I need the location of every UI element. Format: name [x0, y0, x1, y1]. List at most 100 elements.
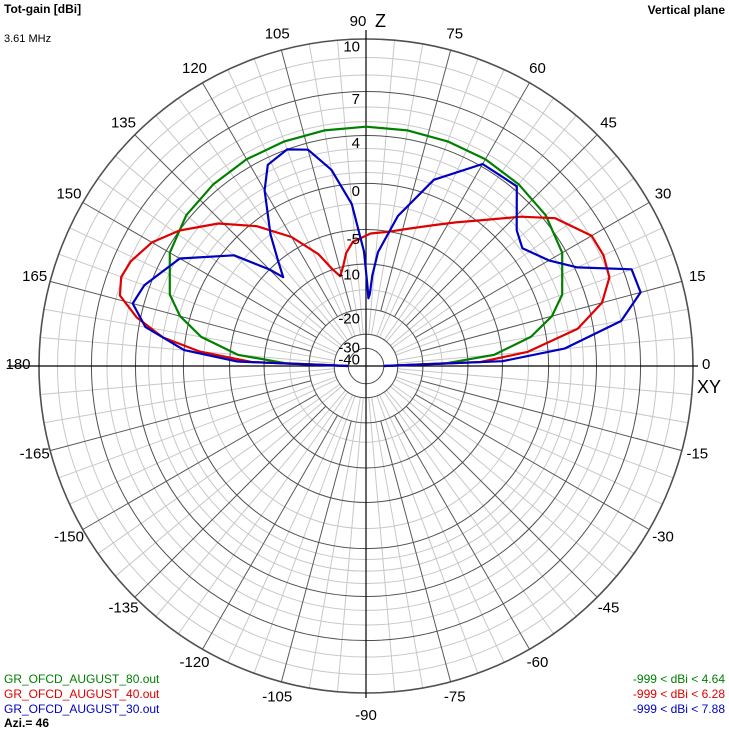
xy-axis-label: XY [697, 377, 721, 397]
major-spoke [415, 394, 650, 530]
radial-label: 0 [352, 183, 360, 200]
minor-spoke [368, 40, 395, 335]
minor-spoke [69, 378, 338, 505]
major-spoke [82, 394, 317, 530]
minor-spoke [308, 43, 361, 335]
minor-spoke [58, 253, 337, 356]
legend-range-3: -999 < dBi < 7.88 [632, 702, 725, 716]
angle-label: -75 [444, 688, 466, 705]
angle-label: -15 [686, 446, 708, 463]
legend-range-1: -999 < dBi < 4.64 [632, 672, 725, 686]
angle-label: 165 [22, 268, 47, 285]
minor-spoke [58, 376, 337, 479]
minor-spoke [383, 391, 554, 635]
minor-spoke [397, 371, 689, 424]
angle-label: 45 [600, 114, 617, 131]
minor-spoke [376, 58, 479, 337]
major-spoke [280, 420, 352, 682]
major-spoke [405, 134, 598, 327]
series-2-line [118, 215, 611, 368]
minor-spoke [378, 69, 505, 338]
minor-spoke [386, 390, 577, 617]
legend-series-1: GR_OFCD_AUGUST_80.out [4, 672, 160, 686]
minor-spoke [383, 97, 554, 341]
angle-label: -105 [262, 688, 292, 705]
legend-range-2: -999 < dBi < 6.28 [632, 687, 725, 701]
minor-spoke [253, 58, 356, 337]
minor-spoke [308, 397, 361, 689]
tick-labels: 90105120135150165180-165-150-135-120-105… [5, 11, 721, 724]
minor-spoke [386, 115, 577, 342]
minor-spoke [397, 337, 692, 364]
minor-spoke [394, 378, 663, 505]
radial-label: -40 [338, 352, 360, 369]
minor-spoke [178, 97, 349, 341]
frequency-label: 3.61 MHz [4, 33, 52, 45]
major-spoke [394, 415, 530, 650]
minor-spoke [69, 227, 338, 354]
angle-label: -165 [20, 446, 50, 463]
minor-spoke [43, 371, 335, 424]
minor-spoke [43, 308, 335, 361]
quantity-title: Tot-gain [dBi] [4, 2, 82, 16]
minor-spoke [115, 155, 342, 346]
angle-label: -150 [54, 528, 84, 545]
minor-spoke [253, 395, 356, 674]
minor-spoke [371, 397, 424, 689]
radial-label: -20 [338, 310, 360, 327]
radial-label: 7 [352, 91, 360, 108]
angle-label: -120 [179, 654, 209, 671]
angle-label: -30 [652, 528, 674, 545]
minor-spoke [391, 383, 635, 554]
series-1-line [168, 125, 564, 368]
minor-spoke [390, 386, 617, 577]
legend-series-3: GR_OFCD_AUGUST_30.out [4, 702, 160, 716]
angle-label: 0 [702, 356, 710, 373]
major-spoke [380, 420, 452, 682]
angle-label: 120 [182, 60, 207, 77]
angle-label: 135 [111, 114, 136, 131]
minor-spoke [115, 386, 342, 577]
minor-spoke [371, 43, 424, 335]
radial-label: 10 [343, 38, 360, 55]
angle-label: 75 [446, 26, 463, 43]
angle-label: 105 [265, 26, 290, 43]
angle-label: 180 [5, 356, 30, 373]
radial-label: -5 [347, 231, 360, 248]
angle-label: 15 [689, 268, 706, 285]
minor-spoke [368, 397, 395, 692]
major-spoke [202, 415, 338, 650]
angle-label: -45 [598, 600, 620, 617]
minor-spoke [155, 115, 346, 342]
minor-spoke [178, 391, 349, 635]
series-layer [118, 125, 642, 368]
minor-spoke [155, 390, 346, 617]
minor-spoke [227, 69, 354, 338]
azimuth-label: Azi.= 46 [4, 716, 50, 730]
z-axis-label: Z [375, 11, 386, 31]
major-spoke [420, 380, 682, 452]
radial-label: -10 [338, 266, 360, 283]
angle-label: -90 [355, 707, 377, 724]
angle-label: 90 [350, 13, 367, 30]
plane-title: Vertical plane [647, 3, 725, 17]
minor-spoke [227, 394, 354, 663]
minor-spoke [395, 253, 674, 356]
angle-label: 150 [56, 185, 81, 202]
minor-spoke [391, 178, 635, 349]
axis-lines [8, 30, 698, 698]
minor-spoke [395, 376, 674, 479]
major-spoke [134, 405, 327, 598]
minor-spoke [397, 368, 692, 395]
series-3-line [131, 148, 642, 368]
angle-label: 60 [529, 60, 546, 77]
minor-spoke [394, 227, 663, 354]
minor-spoke [390, 155, 617, 346]
angle-label: -60 [527, 654, 549, 671]
radial-label: 4 [352, 135, 360, 152]
minor-spoke [378, 394, 505, 663]
legend-series-2: GR_OFCD_AUGUST_40.out [4, 687, 160, 701]
angle-label: 30 [655, 185, 672, 202]
major-spoke [380, 50, 452, 312]
